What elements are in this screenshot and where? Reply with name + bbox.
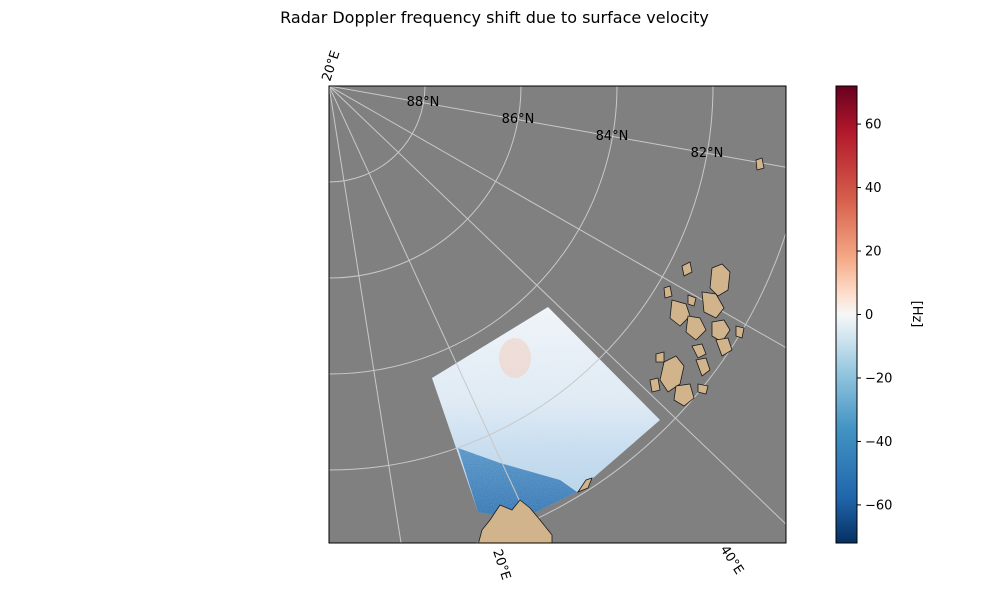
colorbar-ticks: 60 40 20 0 −20 −40 −60 xyxy=(857,118,892,513)
colorbar-tick-label: 40 xyxy=(865,181,882,196)
map-frame xyxy=(328,85,787,544)
colorbar-tick-label: 60 xyxy=(865,118,882,133)
colorbar-tick-label: −40 xyxy=(865,435,892,450)
lon-label-40e-bottom: 40°E xyxy=(717,543,747,577)
colorbar-tick-label: −20 xyxy=(865,371,892,386)
colorbar-tick-label: 0 xyxy=(865,308,873,323)
map-panel: 88°N 86°N 84°N 82°N xyxy=(329,86,786,543)
colorbar-label: [Hz] xyxy=(909,301,924,328)
lon-label-20e-bottom: 20°E xyxy=(489,548,513,582)
lat-label-84: 84°N xyxy=(596,129,629,144)
chart-title: Radar Doppler frequency shift due to sur… xyxy=(280,8,709,27)
lat-label-86: 86°N xyxy=(502,112,535,127)
lat-label-82: 82°N xyxy=(691,146,724,161)
land xyxy=(478,157,765,543)
colorbar-gradient xyxy=(835,85,858,544)
lat-label-88: 88°N xyxy=(407,95,440,110)
colorbar: 60 40 20 0 −20 −40 −60 [Hz] xyxy=(835,85,924,544)
colorbar-tick-label: 20 xyxy=(865,245,882,260)
colorbar-tick-label: −60 xyxy=(865,498,892,513)
lon-label-top: 20°E xyxy=(320,49,344,83)
